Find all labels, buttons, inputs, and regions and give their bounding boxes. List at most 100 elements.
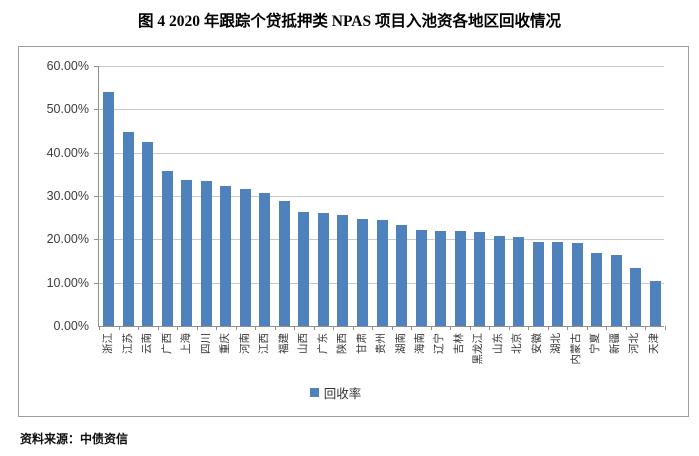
- x-axis-tick-label: 河南: [238, 333, 251, 354]
- x-axis-tick: [275, 326, 276, 330]
- x-axis-label-cell: 四川: [196, 331, 215, 383]
- x-axis-label-cell: 北京: [508, 331, 527, 383]
- x-axis-label-cell: 贵州: [372, 331, 391, 383]
- y-axis-tick-label: 50.00%: [46, 102, 89, 117]
- bar-海南: [415, 229, 427, 326]
- y-axis-tick-label: 30.00%: [46, 189, 89, 203]
- x-axis-tick-label: 四川: [199, 333, 212, 354]
- x-axis-tick: [665, 326, 666, 330]
- y-axis-tick: [94, 239, 99, 241]
- x-axis-tick-label: 甘肃: [355, 333, 368, 354]
- x-axis-tick-label: 江苏: [121, 333, 134, 354]
- x-axis-label-cell: 湖南: [391, 331, 410, 383]
- x-axis-tick-label: 黑龙江: [472, 333, 485, 365]
- bar-山东: [493, 235, 505, 326]
- bar-黑龙江: [474, 231, 486, 326]
- x-axis-tick-label: 广西: [160, 333, 173, 354]
- x-axis-tick: [236, 326, 237, 330]
- x-axis-label-cell: 陕西: [333, 331, 352, 383]
- x-axis-label-cell: 湖北: [547, 331, 566, 383]
- bar-宁夏: [591, 252, 603, 326]
- x-axis-label-cell: 河南: [235, 331, 254, 383]
- bar-福建: [278, 200, 290, 326]
- figure-title: 图 4 2020 年跟踪个贷抵押类 NPAS 项目入池资各地区回收情况: [138, 13, 561, 30]
- x-axis-label-cell: 辽宁: [430, 331, 449, 383]
- x-axis-label-cell: 山西: [294, 331, 313, 383]
- bar-甘肃: [356, 219, 368, 326]
- x-axis-tick: [645, 326, 646, 330]
- bar-广东: [317, 213, 329, 326]
- x-axis-label-cell: 云南: [138, 331, 157, 383]
- x-axis-label-cell: 黑龙江: [469, 331, 488, 383]
- x-axis-tick-label: 贵州: [375, 333, 388, 354]
- x-axis-label-cell: 江西: [255, 331, 274, 383]
- x-axis-tick: [197, 326, 198, 330]
- y-axis-tick-label: 0.00%: [53, 319, 89, 333]
- bar-云南: [142, 141, 154, 326]
- x-axis-tick-label: 浙江: [102, 333, 115, 354]
- x-axis-tick: [411, 326, 412, 330]
- legend-label: 回收率: [323, 387, 362, 401]
- x-axis-tick-label: 内蒙古: [569, 333, 582, 365]
- x-axis-tick: [606, 326, 607, 330]
- x-axis-tick-label: 陕西: [336, 333, 349, 354]
- x-axis-tick-label: 宁夏: [589, 333, 602, 354]
- x-axis-labels: 浙江 江苏 云南 广西 上海 四川 重庆 河南 江西 福建 山西 广东 陕西 甘肃 贵州 湖南 海南 辽宁 吉林 黑龙…: [99, 331, 664, 383]
- legend-swatch-icon: [309, 388, 319, 397]
- x-axis-tick: [294, 326, 295, 330]
- x-axis-tick-label: 安徽: [530, 333, 543, 354]
- x-axis-label-cell: 甘肃: [352, 331, 371, 383]
- bar-新疆: [610, 254, 622, 326]
- x-axis-tick: [450, 326, 451, 330]
- x-axis-label-cell: 吉林: [450, 331, 469, 383]
- bar-安徽: [532, 241, 544, 326]
- x-axis-label-cell: 江苏: [118, 331, 137, 383]
- x-axis-tick-label: 天津: [647, 333, 660, 354]
- y-axis-tick: [94, 196, 99, 197]
- y-axis-tick-label: 20.00%: [46, 232, 89, 247]
- bar-陕西: [337, 215, 349, 326]
- x-axis-tick: [431, 326, 432, 330]
- x-axis-label-cell: 浙江: [99, 331, 118, 383]
- x-axis-tick: [177, 326, 178, 330]
- x-axis-tick: [528, 326, 529, 330]
- x-axis-label-cell: 山东: [489, 331, 508, 383]
- x-axis-label-cell: 内蒙古: [567, 331, 586, 383]
- x-axis-tick-label: 云南: [141, 333, 154, 354]
- x-axis-label-cell: 宁夏: [586, 331, 605, 383]
- x-axis-tick-label: 山东: [491, 333, 504, 354]
- x-axis-label-cell: 福建: [274, 331, 293, 383]
- bar-上海: [181, 179, 193, 326]
- x-axis-tick: [255, 326, 256, 330]
- bar-江西: [259, 192, 271, 326]
- x-axis-label-cell: 广东: [313, 331, 332, 383]
- x-axis-tick-label: 湖南: [394, 333, 407, 354]
- x-axis-label-cell: 重庆: [216, 331, 235, 383]
- x-axis-tick-label: 北京: [511, 333, 524, 354]
- x-axis-tick-label: 山西: [297, 333, 310, 354]
- bar-广西: [161, 171, 173, 326]
- bar-内蒙古: [571, 242, 583, 326]
- y-axis-tick-label: 60.00%: [46, 59, 89, 73]
- x-axis-tick-label: 重庆: [219, 333, 232, 354]
- x-axis-tick-label: 新疆: [608, 333, 621, 354]
- x-axis-tick: [567, 326, 568, 330]
- source-note: 资料来源：中债资信: [20, 432, 129, 446]
- x-axis-tick: [392, 326, 393, 330]
- gridline: [99, 196, 664, 197]
- x-axis-tick: [353, 326, 354, 330]
- chart-container: 0.00% 10.00% 20.00% 30.00% 40.00% 50.00% 60.00…: [18, 46, 689, 417]
- gridline: [99, 109, 664, 111]
- x-axis-label-cell: 新疆: [606, 331, 625, 383]
- x-axis-label-cell: 安徽: [528, 331, 547, 383]
- y-axis-tick: [94, 109, 99, 111]
- x-axis-tick: [333, 326, 334, 330]
- y-axis-tick-label: 40.00%: [46, 145, 89, 160]
- y-axis-tick-label: 10.00%: [46, 275, 89, 290]
- plot-area: 浙江 江苏 云南 广西 上海 四川 重庆 河南 江西 福建 山西 广东 陕西 甘肃 贵州 湖南 海南 辽宁 吉林 黑龙…: [94, 66, 666, 365]
- x-axis-tick-label: 吉林: [452, 333, 465, 354]
- x-axis-tick: [548, 326, 549, 330]
- x-axis-tick: [138, 326, 139, 330]
- x-axis-tick-label: 海南: [413, 333, 426, 354]
- bar-北京: [513, 236, 525, 326]
